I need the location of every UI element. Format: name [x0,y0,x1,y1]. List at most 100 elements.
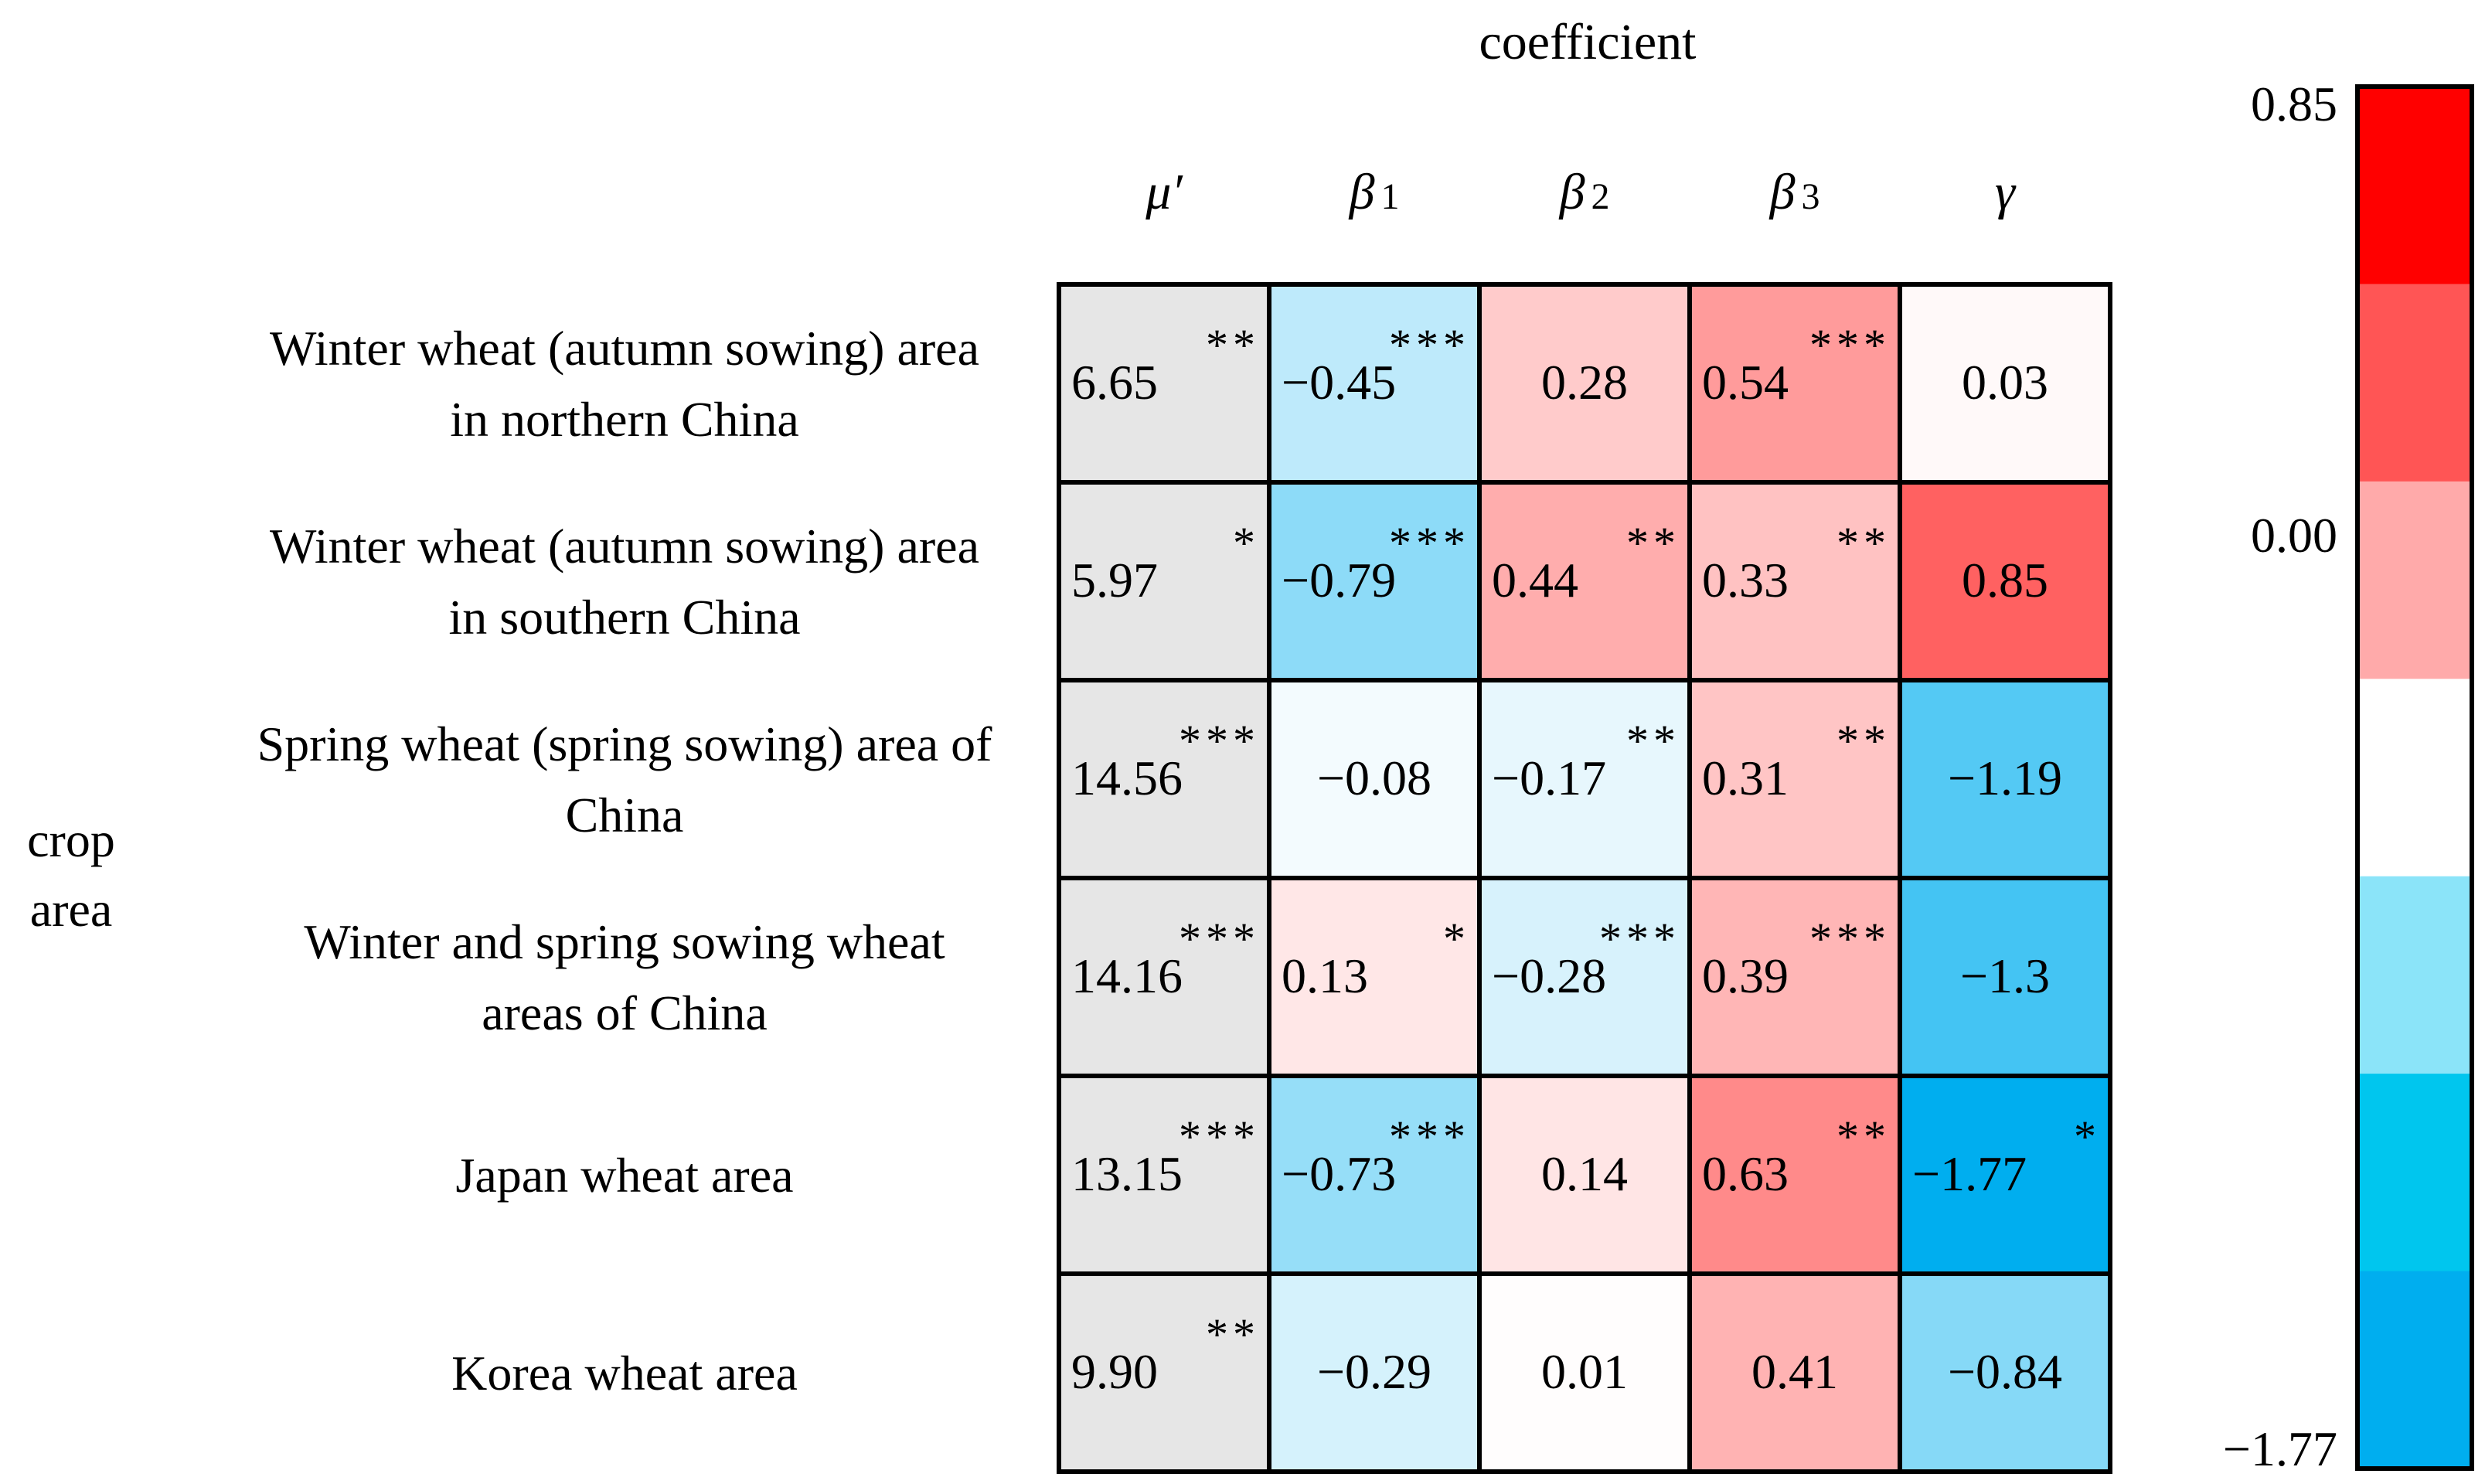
cell-value-label: 14.16 [1071,948,1183,1003]
row-label: China [566,788,684,842]
cell-value-label: 0.63 [1702,1146,1789,1201]
colorbar-band [2357,481,2472,680]
colorbar-band [2357,876,2472,1075]
significance-marker: ** [1837,1111,1891,1162]
cell-value-label: 0.13 [1282,948,1368,1003]
cell-value-label: 13.15 [1071,1146,1183,1201]
row-labels: Winter wheat (autumn sowing) area in nort… [257,321,993,1401]
colorbar-band [2357,1271,2472,1469]
colorbar-tick-label: −1.77 [2223,1421,2337,1476]
cell-value-label: 0.31 [1702,751,1789,805]
heatmap-cell [1057,480,1271,682]
heatmap-cell [1267,282,1482,485]
heatmap-cells: 6.65**−0.45***0.28 0.54***0.035.97*−0.79*… [1057,282,2112,1474]
heatmap-cell [1898,480,2112,682]
significance-marker: * [2074,1111,2101,1162]
row-label: Korea wheat area [451,1346,798,1401]
cell-value-label: −0.08 [1317,751,1431,805]
row-label: Winter wheat (autumn sowing) area [270,321,979,376]
row-label: in southern China [448,590,800,645]
chart-title: coefficient [1479,14,1697,70]
heatmap-cell [1267,1271,1482,1474]
row-label: in northern China [450,392,798,447]
cell-value-label: 0.54 [1702,355,1789,410]
cell-value-label: −1.3 [1960,948,2050,1003]
colorbar-band [2357,1074,2472,1272]
significance-marker: ** [1837,518,1891,568]
y-axis-label-line-1: crop [27,812,115,867]
heatmap-cell [1267,1074,1482,1276]
cell-value-label: −0.84 [1948,1344,2062,1399]
significance-marker: *** [1599,914,1680,964]
colorbar-band [2357,679,2472,877]
significance-marker: *** [1179,716,1260,766]
heatmap-cell [1057,876,1271,1078]
cell-value-label: −0.17 [1492,751,1606,805]
cell-value-label: 9.90 [1071,1344,1158,1399]
significance-marker: *** [1809,914,1891,964]
heatmap-cell [1267,678,1482,880]
significance-marker: *** [1389,518,1470,568]
cell-value-label: 6.65 [1071,355,1158,410]
colorbar-band [2357,87,2472,285]
cell-value-label: 0.14 [1541,1146,1628,1201]
significance-marker: * [1233,518,1260,568]
cell-value-label: 0.33 [1702,553,1789,608]
heatmap-cell [1057,282,1271,485]
colorbar-tick-label: 0.00 [2251,508,2337,563]
column-header: μ′ [1145,164,1183,220]
cell-value-label: 0.01 [1541,1344,1628,1399]
heatmap-cell [1477,876,1692,1078]
significance-marker: *** [1389,320,1470,370]
y-axis-label-line-2: area [30,882,113,937]
cell-value-label: 0.85 [1962,553,2048,608]
heatmap-cell [1477,1271,1692,1474]
significance-marker: ** [1837,716,1891,766]
cell-value-label: −0.28 [1492,948,1606,1003]
colorbar-frame [2355,84,2474,1471]
cell-value-label: 0.28 [1541,355,1628,410]
heatmap-cell [1898,876,2112,1078]
heatmap-cell [1687,1271,1902,1474]
significance-marker: * [1443,914,1470,964]
cell-value-label: −0.79 [1282,553,1396,608]
significance-marker: *** [1809,320,1891,370]
heatmap-cell [1687,876,1902,1078]
column-headers: μ′ β 1 β 2 β 3 γ [1145,164,2017,220]
significance-marker: *** [1179,1111,1260,1162]
significance-marker: ** [1626,716,1680,766]
cell-value-label: −0.73 [1282,1146,1396,1201]
column-header: γ [1995,164,2017,220]
row-label: areas of China [482,985,768,1040]
row-label: Spring wheat (spring sowing) area of [257,716,993,771]
heatmap-cell [1477,1074,1692,1276]
cell-value-label: −0.29 [1317,1344,1431,1399]
heatmap-cell [1477,480,1692,682]
colorbar-tick-label: 0.85 [2251,77,2337,131]
cell-value-label: −1.19 [1948,751,2062,805]
significance-marker: *** [1389,1111,1470,1162]
significance-marker: ** [1206,1309,1260,1360]
cell-value-label: 14.56 [1071,751,1183,805]
significance-marker: ** [1206,320,1260,370]
heatmap-cell [1898,1271,2112,1474]
heatmap-cell [1687,678,1902,880]
heatmap-cell [1057,1074,1271,1276]
cell-value-label: 0.03 [1962,355,2048,410]
colorbar: 0.85 0.00 −1.77 [2223,77,2474,1476]
cell-value-label: 0.44 [1492,553,1578,608]
cell-value-label: 5.97 [1071,553,1158,608]
row-label: Japan wheat area [455,1148,793,1203]
heatmap-cell [1267,876,1482,1078]
cell-value-label: 0.41 [1751,1344,1838,1399]
cell-value-label: −1.77 [1912,1146,2027,1201]
cell-value-label: −0.45 [1282,355,1396,410]
row-label: Winter and spring sowing wheat [304,914,945,969]
significance-marker: ** [1626,518,1680,568]
significance-marker: *** [1179,914,1260,964]
row-label: Winter wheat (autumn sowing) area [270,519,979,574]
